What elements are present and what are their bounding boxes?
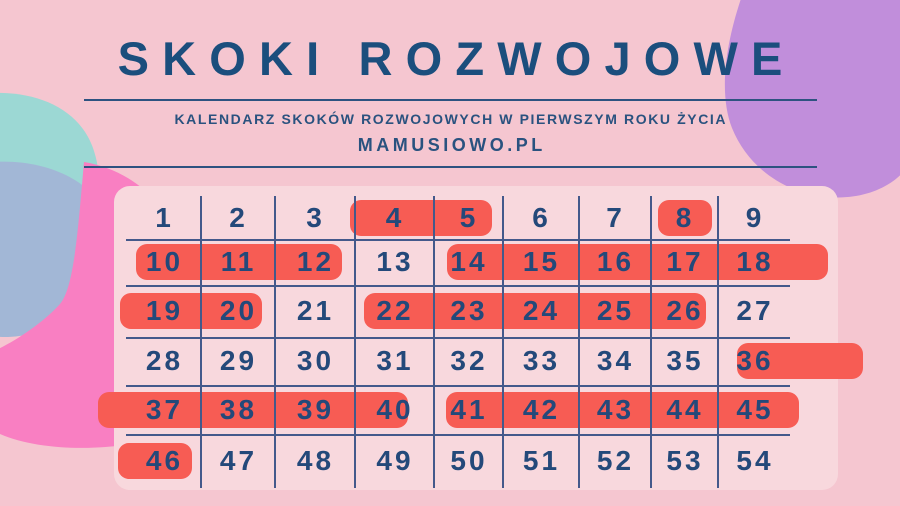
- highlight-span-weeks-14-18: [447, 244, 828, 280]
- grid-line-vertical-4: [433, 196, 435, 488]
- week-cell-51: 51: [522, 445, 561, 476]
- grid-line-horizontal-3: [126, 337, 790, 339]
- week-cell-30: 30: [296, 345, 335, 376]
- week-cell-22: 22: [376, 295, 414, 326]
- week-cell-42: 42: [522, 393, 561, 425]
- week-cell-12: 12: [296, 246, 335, 277]
- grid-line-horizontal-4: [126, 385, 790, 387]
- week-cell-27: 27: [736, 295, 774, 326]
- grid-line-vertical-5: [502, 196, 504, 488]
- week-cell-16: 16: [596, 246, 635, 277]
- week-cell-37: 37: [145, 393, 184, 425]
- week-cell-20: 20: [219, 295, 258, 326]
- week-cell-4: 4: [385, 201, 405, 233]
- week-cell-23: 23: [450, 295, 488, 326]
- week-cell-43: 43: [596, 393, 635, 425]
- week-cell-3: 3: [306, 201, 325, 233]
- week-cell-25: 25: [596, 295, 635, 326]
- grid-line-horizontal-2: [126, 285, 790, 287]
- week-cell-21: 21: [296, 295, 335, 326]
- week-cell-17: 17: [666, 246, 704, 277]
- grid-line-vertical-6: [578, 196, 580, 488]
- page-title: SKOKI ROZWOJOWE: [117, 32, 796, 85]
- week-cell-29: 29: [219, 345, 258, 376]
- week-cell-53: 53: [666, 445, 704, 476]
- week-cell-5: 5: [459, 201, 479, 233]
- grid-line-vertical-2: [274, 196, 276, 488]
- week-cell-44: 44: [666, 393, 704, 425]
- week-cell-33: 33: [522, 345, 561, 376]
- week-cell-14: 14: [450, 246, 488, 277]
- week-cell-26: 26: [666, 295, 704, 326]
- week-cell-50: 50: [450, 445, 488, 476]
- grid-line-horizontal-5: [126, 434, 790, 436]
- week-cell-41: 41: [450, 393, 488, 425]
- highlight-span-weeks-41-45: [446, 391, 799, 428]
- week-cell-24: 24: [522, 295, 561, 326]
- week-cell-13: 13: [376, 246, 414, 277]
- highlight-span-weeks-22-26: [364, 293, 706, 329]
- week-cell-8: 8: [675, 201, 695, 233]
- week-cell-36: 36: [736, 345, 774, 376]
- week-cell-11: 11: [220, 246, 257, 277]
- week-cell-47: 47: [219, 445, 258, 476]
- week-cell-34: 34: [596, 345, 635, 376]
- week-cell-35: 35: [666, 345, 704, 376]
- site-name: MAMUSIOWO.PL: [357, 135, 546, 155]
- highlight-span-weeks-36-36: [737, 343, 863, 379]
- highlight-span-weeks-8-8: [658, 199, 712, 236]
- week-cell-45: 45: [736, 393, 774, 425]
- grid-line-vertical-8: [717, 196, 719, 488]
- highlight-span-weeks-4-5: [350, 199, 492, 236]
- week-cell-39: 39: [296, 393, 335, 425]
- week-cell-2: 2: [229, 201, 248, 233]
- week-cell-10: 10: [145, 246, 184, 277]
- week-cell-9: 9: [745, 201, 765, 233]
- week-cell-54: 54: [736, 445, 774, 476]
- highlight-span-weeks-46-46: [118, 443, 192, 479]
- grid-line-vertical-7: [650, 196, 652, 488]
- week-cell-18: 18: [736, 246, 774, 277]
- week-cell-19: 19: [145, 295, 184, 326]
- grid-line-horizontal-1: [126, 239, 790, 241]
- week-cell-49: 49: [376, 445, 414, 476]
- divider-line-top: [84, 99, 817, 101]
- divider-line-bottom: [84, 166, 817, 168]
- week-cell-52: 52: [596, 445, 635, 476]
- week-cell-38: 38: [219, 393, 258, 425]
- grid-line-vertical-3: [354, 196, 356, 488]
- week-cell-40: 40: [376, 393, 414, 425]
- week-cell-6: 6: [532, 201, 551, 233]
- week-cell-7: 7: [606, 201, 625, 233]
- week-cell-46: 46: [145, 445, 184, 476]
- week-cell-32: 32: [450, 345, 488, 376]
- week-cell-28: 28: [145, 345, 184, 376]
- week-cell-1: 1: [155, 201, 174, 233]
- week-cell-15: 15: [522, 246, 561, 277]
- week-cell-31: 31: [376, 345, 414, 376]
- subtitle: KALENDARZ SKOKÓW ROZWOJOWYCH W PIERWSZYM…: [174, 111, 728, 127]
- week-cell-48: 48: [296, 445, 335, 476]
